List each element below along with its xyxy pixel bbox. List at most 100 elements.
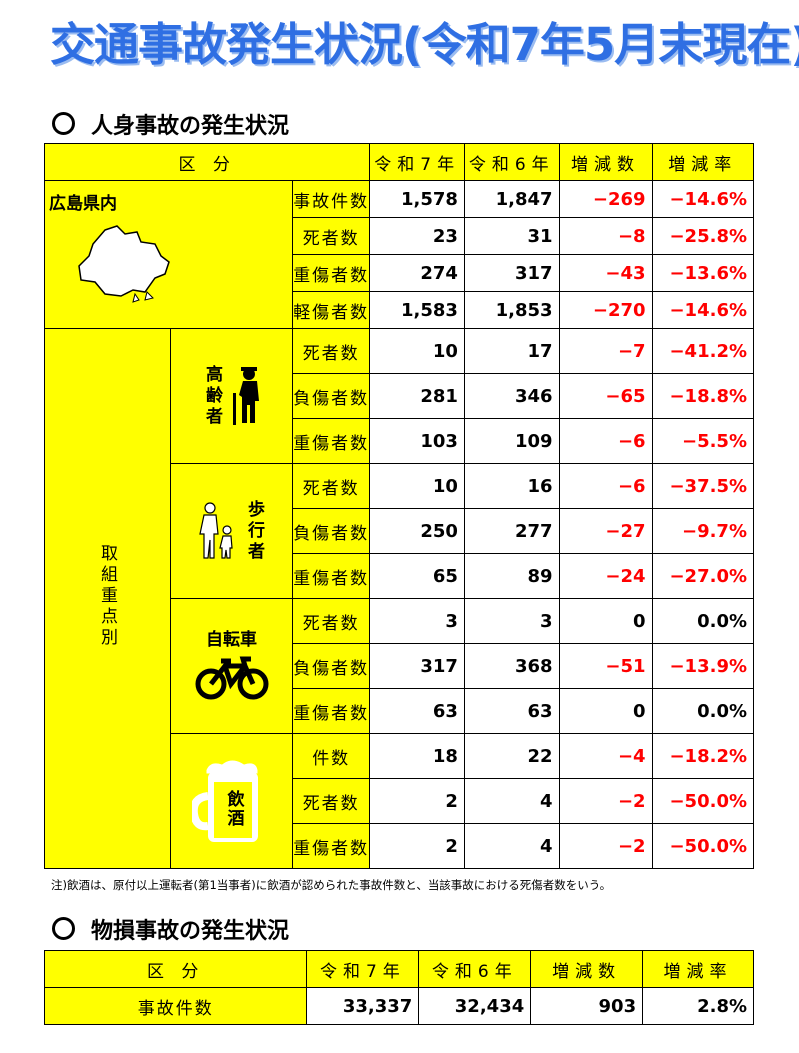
header-r6: 令和6年 [418,950,532,988]
pedestrian-group-cell: 歩行者 [170,463,293,599]
row-label: 負傷者数 [291,373,371,419]
table-row: 事故件数 33,337 32,434 903 2.8% [43,987,754,1025]
header-category: 区 分 [43,143,371,181]
bicycle-label: 自転車 [206,630,257,650]
focus-label-cell: 取組重点別 [44,328,171,869]
bicycle-group-cell: 自転車 [170,598,293,734]
beer-mug-icon [189,759,258,842]
cell-diff: −2 [558,823,653,869]
cell-rate: −14.6% [651,291,755,329]
row-label: 死者数 [291,217,371,255]
cell-r7: 274 [369,254,465,292]
row-label: 重傷者数 [291,688,371,734]
row-label: 負傷者数 [291,508,371,554]
cell-rate: −25.8% [651,217,755,255]
cell-r6: 346 [463,373,560,419]
table-row: 自転車 死者数 3 3 0 0.0% [45,598,755,734]
cell-r7: 2 [369,778,465,824]
row-label: 重傷者数 [291,823,371,869]
table-header-row: 区 分 令和7年 令和6年 増減数 増減率 [43,143,755,181]
table-row: 重傷者数 2 4 −2 −50.0% [45,823,755,869]
section-heading-injury: 人身事故の発生状況 [52,108,289,140]
bicycle-icon [195,656,268,700]
cell-r7: 250 [369,508,465,554]
cell-rate: −50.0% [651,823,755,869]
row-label: 件数 [291,733,371,779]
cell-rate: −5.5% [651,418,755,464]
circle-icon [52,917,75,940]
table-row: 死者数 2 4 −2 −50.0% [45,778,755,824]
cell-diff: −8 [558,217,653,255]
cell-r6: 63 [463,688,560,734]
drinking-group-cell: 飲酒 [170,733,293,869]
circle-icon [52,112,75,135]
row-label: 事故件数 [291,180,371,218]
table-row: 広島県内 事故件数 1,578 1,847 −269 −14.6% [44,180,755,329]
cell-r7: 65 [369,553,465,599]
cell-r7: 33,337 [306,987,420,1025]
cell-r7: 3 [369,598,465,644]
cell-rate: 0.0% [651,688,755,734]
cell-diff: −51 [558,643,653,689]
elderly-label: 高齢者 [202,364,222,428]
cell-r6: 22 [463,733,560,779]
cell-rate: −13.9% [651,643,755,689]
cell-r7: 23 [369,217,465,255]
header-diff: 増減数 [558,143,653,181]
drinking-label: 飲酒 [223,790,244,828]
cell-r6: 317 [463,254,560,292]
header-r6: 令和6年 [463,143,560,181]
cell-rate: −41.2% [651,328,755,374]
cell-r6: 109 [463,418,560,464]
pedestrian-icon [199,502,233,559]
footnote: 注)飲酒は、原付以上運転者(第1当事者)に飲酒が認められた事故件数と、当該事故に… [51,878,612,892]
cell-diff: −4 [558,733,653,779]
cell-r6: 32,434 [418,987,532,1025]
cell-rate: −13.6% [651,254,755,292]
cell-r6: 4 [463,778,560,824]
cell-r7: 18 [369,733,465,779]
cell-diff: −6 [558,463,653,509]
cell-rate: −18.2% [651,733,755,779]
row-label: 死者数 [291,328,371,374]
cell-rate: −37.5% [651,463,755,509]
cell-r7: 1,578 [369,180,465,218]
cell-r7: 1,583 [369,291,465,329]
cell-r7: 63 [369,688,465,734]
cell-diff: −27 [558,508,653,554]
pref-label-cell: 広島県内 [44,180,293,329]
cell-r6: 31 [463,217,560,255]
page-title: 交通事故発生状況(令和7年5月末現在) [50,18,799,71]
cell-diff: 0 [558,688,653,734]
table-row: 歩行者 死者数 10 16 −6 −37.5% [45,463,755,599]
cell-diff: −24 [558,553,653,599]
table-row: 死者数 23 31 −8 −25.8% [45,217,755,255]
cell-r7: 10 [369,463,465,509]
row-label: 重傷者数 [291,418,371,464]
row-label: 死者数 [291,598,371,644]
elderly-person-icon [233,367,259,425]
row-label: 事故件数 [43,987,308,1025]
cell-r6: 368 [463,643,560,689]
table-row: 負傷者数 317 368 −51 −13.9% [45,643,755,689]
cell-diff: −7 [558,328,653,374]
header-r7: 令和7年 [306,950,420,988]
cell-diff: −6 [558,418,653,464]
row-label: 死者数 [291,463,371,509]
row-label: 死者数 [291,778,371,824]
header-rate: 増減率 [642,950,754,988]
hiroshima-map-icon [78,225,170,303]
header-rate: 増減率 [651,143,755,181]
cell-r6: 17 [463,328,560,374]
cell-r6: 89 [463,553,560,599]
row-label: 重傷者数 [291,553,371,599]
cell-diff: −43 [558,254,653,292]
cell-rate: −18.8% [651,373,755,419]
cell-rate: −14.6% [651,180,755,218]
cell-diff: 0 [558,598,653,644]
injury-table: 区 分 令和7年 令和6年 増減数 増減率 広島県内 事故件数 1,578 1,847… [43,143,755,869]
cell-rate: 0.0% [651,598,755,644]
cell-r7: 281 [369,373,465,419]
cell-diff: −2 [558,778,653,824]
elderly-group-cell: 高齢者 [170,328,293,464]
